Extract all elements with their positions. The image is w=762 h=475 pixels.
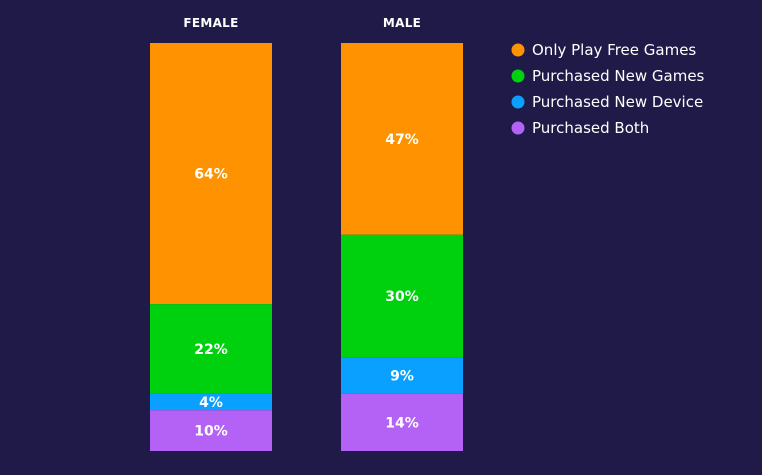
legend-swatch-purchased-both — [511, 121, 525, 135]
bar-segment-female-purchased-both — [150, 410, 272, 451]
bar-segment-male-purchased-both — [341, 393, 463, 451]
data-label-male-purchased-both: 14% — [385, 415, 419, 431]
data-label-male-purchased-new-games: 30% — [385, 289, 419, 305]
legend-item-purchased-new-device: Purchased New Device — [511, 93, 703, 111]
legend-label-only-play-free-games: Only Play Free Games — [532, 41, 696, 59]
legend-label-purchased-new-device: Purchased New Device — [532, 93, 703, 111]
bar-segment-female-only-play-free-games — [150, 43, 272, 305]
bar-segment-female-purchased-new-device — [150, 393, 272, 411]
bar-segment-male-only-play-free-games — [341, 43, 463, 235]
legend-swatch-purchased-new-device — [511, 95, 525, 109]
legend-item-purchased-new-games: Purchased New Games — [511, 67, 705, 85]
bar-segment-male-purchased-new-games — [341, 234, 463, 358]
legend-label-purchased-both: Purchased Both — [532, 119, 649, 137]
legend-label-purchased-new-games: Purchased New Games — [532, 67, 705, 85]
legend-item-only-play-free-games: Only Play Free Games — [511, 41, 696, 59]
data-label-female-only-play-free-games: 64% — [194, 167, 228, 183]
data-label-female-purchased-both: 10% — [194, 424, 228, 440]
data-label-female-purchased-new-device: 4% — [199, 395, 223, 411]
category-label-male: MALE — [383, 16, 421, 30]
data-label-female-purchased-new-games: 22% — [194, 342, 228, 358]
data-label-male-only-play-free-games: 47% — [385, 132, 419, 148]
legend: Only Play Free Games Purchased New Games P… — [511, 41, 705, 137]
bars-layer: FEMALE 64% 22% 4% 10% MALE 47% 30% 9% 14% — [150, 16, 463, 451]
bar-segment-female-purchased-new-games — [150, 304, 272, 394]
legend-item-purchased-both: Purchased Both — [511, 119, 649, 137]
bar-segment-male-purchased-new-device — [341, 357, 463, 394]
legend-swatch-only-play-free-games — [511, 43, 525, 57]
category-label-female: FEMALE — [183, 16, 238, 30]
legend-swatch-purchased-new-games — [511, 69, 525, 83]
data-label-male-purchased-new-device: 9% — [390, 369, 414, 385]
